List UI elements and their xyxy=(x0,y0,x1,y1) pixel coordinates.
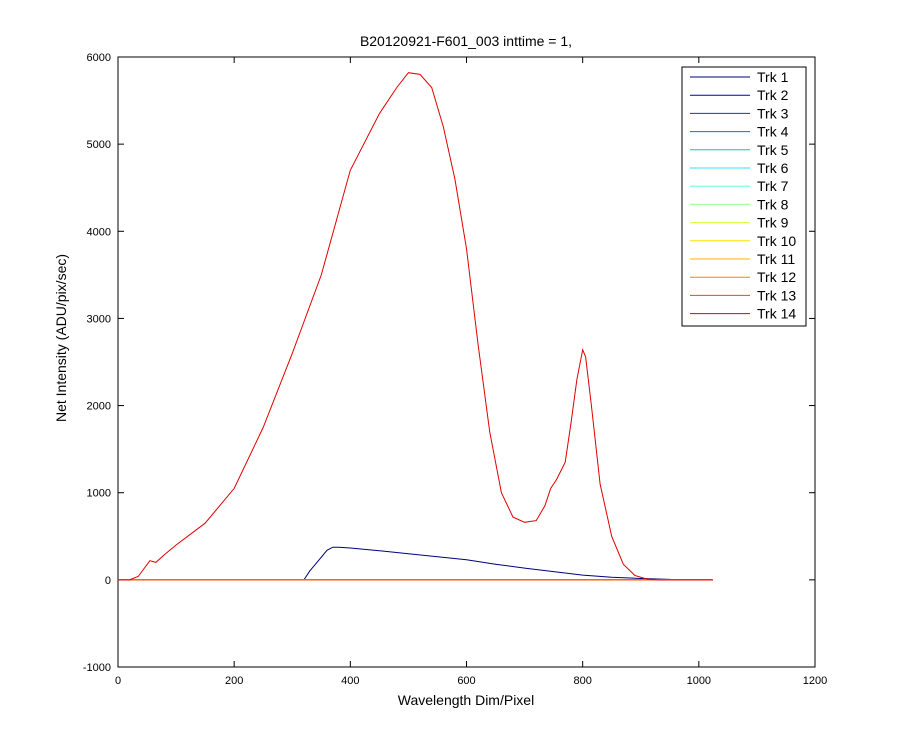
y-tick-label: 6000 xyxy=(87,52,111,64)
legend-label: Trk 2 xyxy=(757,87,789,103)
legend-label: Trk 10 xyxy=(757,233,796,249)
x-tick-label: 1200 xyxy=(803,675,827,687)
legend-label: Trk 4 xyxy=(757,124,789,140)
y-tick-label: 0 xyxy=(105,575,111,587)
series-lines xyxy=(118,72,713,581)
legend-label: Trk 8 xyxy=(757,196,789,212)
axis-ticks: 0 200 400 600 800 1000 1200 -1000 0 1000 2000 3000 4… xyxy=(83,52,827,687)
x-tick-label: 600 xyxy=(457,675,475,687)
x-tick-label: 800 xyxy=(573,675,591,687)
legend-label: Trk 9 xyxy=(757,215,789,231)
y-tick-label: 1000 xyxy=(87,488,111,500)
x-axis-label: Wavelength Dim/Pixel xyxy=(398,692,534,708)
legend-label: Trk 12 xyxy=(757,269,796,285)
legend-label: Trk 3 xyxy=(757,105,789,121)
legend-label: Trk 11 xyxy=(757,251,795,267)
y-tick-label: -1000 xyxy=(83,662,111,674)
legend-box xyxy=(681,66,807,327)
x-tick-label: 0 xyxy=(115,675,121,687)
y-axis-label: Net Intensity (ADU/pix/sec) xyxy=(53,254,69,422)
legend-label: Trk 14 xyxy=(757,306,796,322)
y-tick-label: 3000 xyxy=(87,313,111,325)
x-tick-label: 1000 xyxy=(687,675,711,687)
y-tick-label: 2000 xyxy=(87,401,111,413)
legend-label: Trk 7 xyxy=(757,178,789,194)
legend-label: Trk 5 xyxy=(757,142,789,158)
legend: Trk 1 Trk 2 Trk 3 Trk 4 Trk 5 Trk 6 Trk 7 Trk 8… xyxy=(681,66,807,327)
legend-label: Trk 6 xyxy=(757,160,789,176)
legend-label: Trk 13 xyxy=(757,287,796,303)
x-tick-label: 200 xyxy=(225,675,243,687)
x-tick-label: 400 xyxy=(341,675,359,687)
y-tick-label: 5000 xyxy=(87,139,111,151)
series-line-trk-1 xyxy=(118,546,676,581)
chart-title: B20120921-F601_003 inttime = 1, xyxy=(360,33,572,49)
legend-label: Trk 1 xyxy=(757,69,789,85)
series-line-trk-14 xyxy=(118,72,713,581)
y-tick-label: 4000 xyxy=(87,226,111,238)
